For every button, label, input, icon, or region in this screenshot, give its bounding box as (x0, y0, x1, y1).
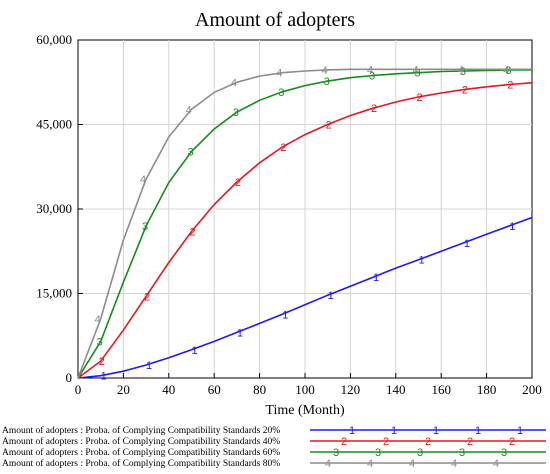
x-tick-label: 60 (208, 382, 221, 397)
series-marker-2: 2 (416, 92, 422, 104)
x-tick-label: 160 (431, 382, 451, 397)
series-marker-2: 2 (144, 291, 150, 303)
legend-marker: 2 (341, 436, 347, 448)
series-line-2 (77, 82, 533, 379)
series-marker-3: 3 (369, 70, 375, 82)
y-axis: 0 15,000 30,000 45,000 60,000 (36, 32, 83, 385)
legend-marker: 2 (509, 436, 515, 448)
series-marker-3: 3 (278, 87, 284, 99)
series-marker-2: 2 (99, 356, 105, 368)
x-tick-label: 20 (117, 382, 130, 397)
series-marker-4: 4 (276, 68, 282, 80)
legend-marker: 4 (451, 458, 457, 470)
series-marker-3: 3 (324, 76, 330, 88)
series-marker-3: 3 (414, 68, 420, 80)
legend: Amount of adopters : Proba. of Complying… (2, 425, 546, 470)
series-marker-4: 4 (185, 104, 191, 116)
series-marker-2: 2 (235, 177, 241, 189)
series-marker-1: 1 (418, 255, 424, 267)
series-marker-4: 4 (322, 65, 328, 77)
legend-marker: 4 (493, 458, 499, 470)
x-tick-label: 100 (295, 382, 315, 397)
series-marker-2: 2 (189, 227, 195, 239)
x-tick-label: 180 (477, 382, 497, 397)
legend-marker: 4 (325, 458, 331, 470)
series-line-3 (77, 69, 532, 379)
legend-marker: 1 (517, 425, 523, 437)
legend-marker: 2 (467, 436, 473, 448)
series-marker-3: 3 (187, 147, 193, 159)
series-marker-2: 2 (462, 85, 468, 97)
grid (78, 40, 532, 378)
y-tick-label: 15,000 (36, 286, 72, 301)
series-marker-2: 2 (371, 103, 377, 115)
legend-marker: 1 (349, 425, 355, 437)
series-line-4 (77, 68, 532, 379)
legend-marker: 4 (409, 458, 415, 470)
y-tick-label: 45,000 (36, 117, 72, 132)
legend-marker: 3 (459, 447, 465, 459)
legend-marker: 3 (333, 447, 339, 459)
legend-marker: 2 (383, 436, 389, 448)
legend-marker: 2 (425, 436, 431, 448)
legend-marker: 3 (375, 447, 381, 459)
chart-title: Amount of adopters (195, 9, 355, 31)
legend-marker: 1 (433, 425, 439, 437)
series-marker-3: 3 (233, 107, 239, 119)
legend-marker: 1 (475, 425, 481, 437)
series-marker-1: 1 (101, 371, 107, 383)
x-tick-label: 200 (522, 382, 542, 397)
series-marker-2: 2 (280, 142, 286, 154)
legend-marker: 3 (417, 447, 423, 459)
series-marker-1: 1 (191, 345, 197, 357)
legend-label: Amount of adopters : Proba. of Complying… (2, 436, 280, 447)
x-axis: 0 20 40 60 80 100 120 140 160 180 200 (75, 373, 542, 397)
x-tick-label: 0 (75, 382, 82, 397)
series-marker-4: 4 (412, 64, 418, 76)
series-marker-4: 4 (95, 314, 101, 326)
series-marker-1: 1 (373, 272, 379, 284)
legend-marker: 4 (367, 458, 373, 470)
x-tick-label: 120 (341, 382, 361, 397)
x-tick-label: 40 (162, 382, 175, 397)
series-marker-4: 4 (367, 64, 373, 76)
series-marker-1: 1 (237, 327, 243, 339)
series-marker-3: 3 (142, 221, 148, 233)
x-tick-label: 140 (386, 382, 406, 397)
y-tick-label: 0 (66, 370, 73, 385)
legend-label: Amount of adopters : Proba. of Complying… (2, 425, 280, 436)
series-marker-4: 4 (458, 64, 464, 76)
y-tick-label: 60,000 (36, 32, 72, 47)
series-marker-1: 1 (282, 309, 288, 321)
legend-label: Amount of adopters : Proba. of Complying… (2, 447, 280, 458)
series-marker-4: 4 (140, 174, 146, 186)
series-line-1 (77, 216, 533, 379)
y-tick-label: 30,000 (36, 201, 72, 216)
series-marker-1: 1 (509, 221, 515, 233)
series-marker-3: 3 (505, 65, 511, 77)
legend-marker: 1 (391, 425, 397, 437)
series-marker-2: 2 (326, 120, 332, 132)
series-marker-1: 1 (146, 360, 152, 372)
series-marker-3: 3 (460, 66, 466, 78)
legend-marker: 3 (501, 447, 507, 459)
series-marker-2: 2 (507, 80, 513, 92)
legend-label: Amount of adopters : Proba. of Complying… (2, 458, 280, 469)
x-axis-label: Time (Month) (265, 403, 345, 418)
series-marker-3: 3 (97, 336, 103, 348)
series-marker-4: 4 (231, 77, 237, 89)
series-marker-1: 1 (464, 238, 470, 250)
series-marker-1: 1 (328, 290, 334, 302)
series-marker-4: 4 (503, 64, 509, 76)
x-tick-label: 80 (253, 382, 266, 397)
